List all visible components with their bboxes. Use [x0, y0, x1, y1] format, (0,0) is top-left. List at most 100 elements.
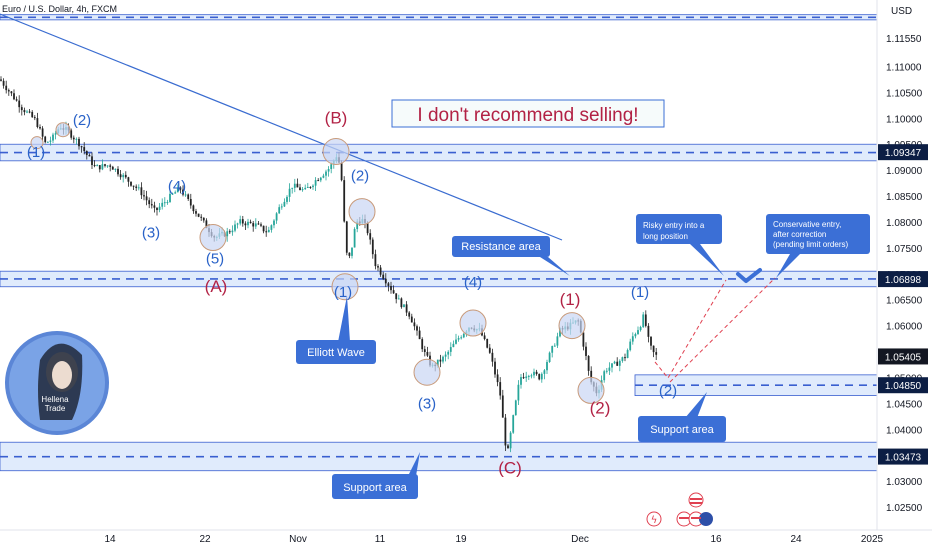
wave-label: (4) [464, 274, 482, 291]
candle-body [93, 165, 96, 167]
candle-body [46, 141, 49, 143]
time-tick: 2025 [861, 534, 884, 545]
candle-body [158, 206, 161, 210]
wave-marker-circle [413, 358, 441, 386]
candle-body [278, 207, 281, 214]
candle-body [501, 395, 504, 418]
candle-body [182, 189, 184, 195]
conservative-entry-pointer [776, 254, 800, 278]
candle-body [416, 326, 418, 331]
candle-body [132, 185, 135, 187]
candle-body [0, 79, 2, 81]
candle-body [410, 316, 413, 323]
wave-label: (C) [498, 458, 522, 477]
candle-body [104, 164, 106, 166]
candle-body [413, 322, 416, 327]
candle-body [150, 204, 153, 206]
candle-body [179, 187, 182, 190]
price-tick: 1.03000 [886, 477, 923, 488]
candle-body [390, 285, 392, 291]
candle-body [260, 224, 262, 226]
candle-body [439, 359, 442, 362]
candle-body [408, 312, 411, 317]
candle-body [26, 111, 28, 113]
candle-body [543, 370, 546, 374]
price-label: 1.04850 [885, 381, 922, 392]
candle-body [148, 200, 151, 205]
candle-body [15, 99, 18, 101]
downtrend-line [0, 13, 563, 241]
candle-body [403, 304, 405, 308]
candle-body [488, 347, 491, 353]
candle-body [629, 341, 632, 351]
candle-body [145, 196, 148, 201]
candle-body [306, 186, 309, 188]
time-tick: 19 [455, 534, 467, 545]
candle-body [618, 360, 621, 366]
candle-body [85, 151, 88, 156]
candle-body [280, 206, 283, 208]
candle-body [504, 417, 507, 446]
candle-body [202, 217, 205, 221]
candle-body [33, 117, 36, 119]
candle-body [642, 314, 645, 328]
candle-body [117, 168, 119, 175]
price-label-bg [878, 348, 928, 365]
wave-label: (4) [168, 178, 186, 195]
candle-body [231, 230, 234, 233]
candle-body [135, 186, 138, 188]
candle-body [270, 225, 273, 230]
candle-body [483, 335, 486, 339]
price-tick: 1.08000 [886, 218, 923, 229]
candle-body [356, 221, 359, 230]
event-icons[interactable]: ϟ [646, 492, 713, 527]
resistance-callout-pointer [540, 257, 570, 276]
candle-body [239, 219, 242, 224]
elliott-callout-pointer [338, 296, 350, 342]
candle-body [114, 168, 117, 170]
candle-body [166, 202, 169, 204]
candle-body [124, 174, 127, 178]
candle-body [7, 90, 10, 92]
support-left-pointer [408, 452, 420, 476]
candle-body [299, 187, 301, 191]
price-tick: 1.06500 [886, 296, 923, 307]
candle-body [317, 180, 320, 182]
candle-body [106, 165, 109, 167]
wave-label: (1) [27, 144, 45, 161]
candle-body [540, 373, 543, 380]
wave-marker-circle [577, 376, 605, 404]
conservative-entry-line1: Conservative entry, [773, 220, 841, 229]
wave-label: (5) [206, 250, 224, 267]
candle-body [153, 205, 156, 208]
candle-body [556, 336, 559, 346]
candle-body [527, 375, 530, 377]
candle-body [382, 274, 385, 279]
elliott-wave-label: Elliott Wave [307, 347, 365, 359]
candle-body [517, 384, 520, 401]
support-area-label-left: Support area [343, 482, 407, 494]
candle-body [559, 328, 561, 337]
candle-body [98, 165, 101, 170]
candle-body [395, 293, 398, 300]
candle-body [639, 327, 642, 331]
candle-body [514, 400, 517, 416]
candle-body [348, 252, 351, 256]
risky-entry-callout [636, 214, 722, 244]
wave-label: (1) [631, 284, 649, 301]
avatar: Hellena Trade [5, 331, 109, 435]
candle-body [590, 370, 593, 383]
price-label-bg [878, 448, 928, 465]
currency-label: USD [891, 6, 913, 17]
candle-body [634, 334, 637, 337]
candle-body [293, 183, 296, 188]
candle-body [176, 187, 179, 193]
candle-body [507, 445, 509, 449]
elliott-wave-callout [296, 340, 376, 364]
price-labels: 1.09347 1.06898 1.05405 1.04850 1.03473 [878, 144, 928, 465]
candle-body [75, 138, 78, 140]
candle-body [325, 171, 327, 176]
candle-body [200, 216, 203, 218]
candle-body [366, 222, 369, 234]
